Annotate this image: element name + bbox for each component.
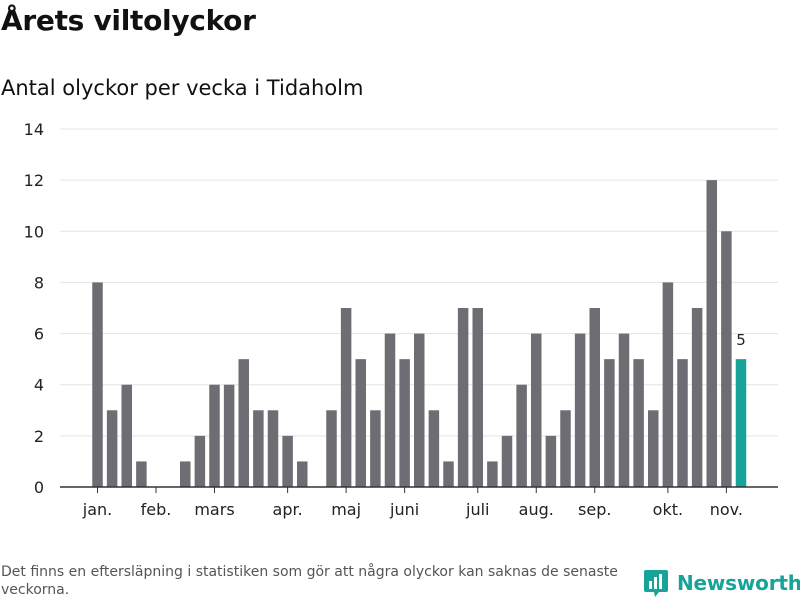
bar — [92, 282, 103, 487]
bar — [180, 461, 191, 487]
newsworthy-bars-logo-icon — [644, 570, 668, 597]
bar — [428, 410, 440, 487]
bar — [618, 333, 630, 487]
y-tick-label: 8 — [34, 273, 44, 292]
bar — [662, 282, 674, 487]
x-tick-label: juli — [465, 500, 489, 519]
y-tick-label: 2 — [34, 427, 44, 446]
bar — [560, 410, 571, 487]
x-tick-label: nov. — [710, 500, 743, 519]
y-tick-label: 12 — [24, 171, 44, 190]
bar — [721, 231, 732, 487]
y-tick-label: 0 — [34, 478, 44, 497]
bar — [545, 435, 557, 487]
x-tick-label: feb. — [141, 500, 172, 519]
bar — [370, 410, 381, 487]
bar — [384, 333, 396, 487]
x-tick-label: okt. — [653, 500, 683, 519]
bar — [457, 308, 469, 487]
bar — [267, 410, 279, 487]
bar — [121, 384, 132, 487]
bar — [355, 359, 366, 487]
bar — [209, 384, 220, 487]
bar — [223, 384, 235, 487]
y-tick-label: 10 — [24, 222, 44, 241]
bar — [487, 461, 498, 487]
x-tick-label: jan. — [82, 500, 112, 519]
bar — [589, 308, 600, 487]
bar — [297, 461, 308, 487]
bar — [238, 359, 249, 487]
bar — [501, 435, 513, 487]
chart-subtitle: Antal olyckor per vecka i Tidaholm — [1, 76, 364, 100]
bar — [516, 384, 527, 487]
x-tick-label: mars — [194, 500, 234, 519]
footnote: Det finns en eftersläpning i statistiken… — [1, 564, 618, 598]
bar — [253, 410, 264, 487]
bar — [574, 333, 586, 487]
x-tick-label: maj — [331, 500, 361, 519]
bar — [531, 333, 542, 487]
x-tick-label: apr. — [273, 500, 303, 519]
bar — [136, 461, 147, 487]
bar — [340, 308, 352, 487]
y-tick-label: 4 — [34, 376, 44, 395]
bar — [326, 410, 337, 487]
bar — [677, 359, 688, 487]
bar-chart: 0 2 4 6 8 10 12 14 5 jan. feb. mars apr. maj juni juli a… — [24, 120, 778, 519]
data-label: 5 — [736, 331, 746, 349]
x-tick-label: sep. — [578, 500, 611, 519]
bar — [399, 359, 410, 487]
bar — [443, 461, 454, 487]
bar — [282, 435, 293, 487]
bar — [691, 308, 703, 487]
x-tick-label: aug. — [519, 500, 554, 519]
y-tick-label: 6 — [34, 325, 44, 344]
bar — [414, 333, 425, 487]
bar-highlight — [735, 359, 747, 487]
bar — [633, 359, 644, 487]
bar — [106, 410, 118, 487]
bar — [648, 410, 659, 487]
newsworthy-logo: Newsworthy — [643, 566, 800, 600]
bar — [472, 308, 483, 487]
bar — [604, 359, 615, 487]
bar — [706, 180, 717, 487]
x-tick-label: juni — [389, 500, 419, 519]
chart-title: Årets viltolyckor — [1, 4, 256, 37]
y-tick-label: 14 — [24, 120, 44, 139]
brand-name: Newsworthy — [677, 571, 800, 595]
bar — [194, 435, 206, 487]
